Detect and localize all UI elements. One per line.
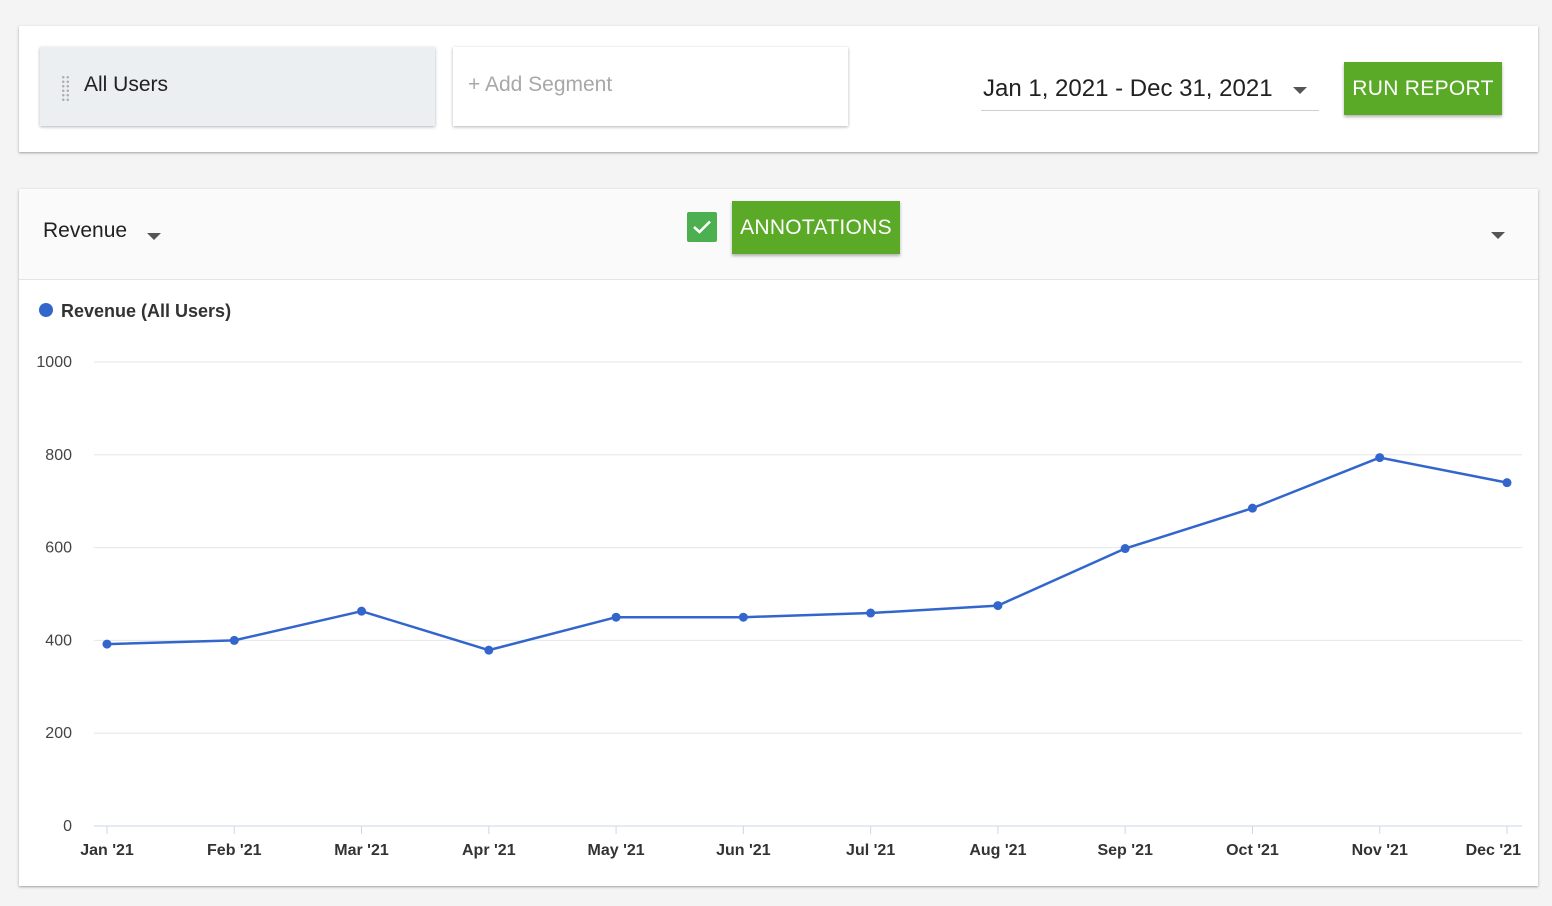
x-tick-label: Apr '21 <box>462 842 516 859</box>
add-segment-button[interactable]: + Add Segment <box>453 47 848 126</box>
data-point <box>1375 453 1385 463</box>
metric-select[interactable]: Revenue <box>43 219 173 251</box>
y-tick-label: 1000 <box>36 354 72 371</box>
drag-handle-icon[interactable] <box>61 75 70 102</box>
run-report-button[interactable]: RUN REPORT <box>1344 62 1502 115</box>
data-point <box>484 645 494 655</box>
y-tick-label: 600 <box>45 540 72 557</box>
annotations-button[interactable]: ANNOTATIONS <box>732 201 900 254</box>
data-point <box>102 639 112 649</box>
data-point <box>738 612 748 622</box>
x-tick-label: Sep '21 <box>1097 842 1152 859</box>
date-range-value: Jan 1, 2021 - Dec 31, 2021 <box>983 75 1273 102</box>
x-tick-label: Aug '21 <box>969 842 1026 859</box>
data-point <box>229 635 239 645</box>
check-icon <box>693 220 711 234</box>
add-segment-label: + Add Segment <box>468 73 613 96</box>
data-point <box>611 612 621 622</box>
x-tick-label: Feb '21 <box>207 842 262 859</box>
y-tick-label: 800 <box>45 447 72 464</box>
x-tick-label: Mar '21 <box>334 842 389 859</box>
legend-label: Revenue (All Users) <box>61 301 231 321</box>
data-point <box>1502 478 1512 488</box>
y-tick-label: 400 <box>45 632 72 649</box>
data-point <box>357 606 367 616</box>
chevron-down-icon <box>147 233 161 240</box>
data-point <box>866 608 876 618</box>
x-tick-label: Jun '21 <box>716 842 771 859</box>
segment-label: All Users <box>84 73 169 96</box>
segment-bar: All Users + Add Segment Jan 1, 2021 - De… <box>19 26 1538 152</box>
x-tick-label: Jul '21 <box>846 842 895 859</box>
revenue-line-chart: 0 200 400 600 800 1000 Jan '21 Feb '21 Mar '21 Ap… <box>36 301 1522 859</box>
chart-header: Revenue ANNOTATIONS <box>19 189 1538 280</box>
segment-all-users[interactable]: All Users <box>40 47 435 126</box>
x-tick-label: Jan '21 <box>80 842 134 859</box>
x-tick-label: May '21 <box>588 842 645 859</box>
chart-card: Revenue ANNOTATIONS 0 200 400 600 800 1000 Jan… <box>19 189 1538 886</box>
chevron-down-icon[interactable] <box>1491 232 1505 239</box>
x-tick-label: Nov '21 <box>1352 842 1408 859</box>
y-tick-label: 200 <box>45 725 72 742</box>
data-point <box>1120 544 1130 554</box>
series-line <box>106 456 1508 652</box>
x-tick-label: Dec '21 <box>1466 842 1522 859</box>
data-point <box>993 601 1003 611</box>
chevron-down-icon <box>1293 87 1307 94</box>
x-tick-label: Oct '21 <box>1226 842 1279 859</box>
y-tick-label: 0 <box>63 818 72 835</box>
data-point <box>1247 503 1257 513</box>
annotations-checkbox[interactable] <box>687 212 717 242</box>
metric-value: Revenue <box>43 219 128 242</box>
legend-marker <box>39 303 53 317</box>
date-range-select[interactable]: Jan 1, 2021 - Dec 31, 2021 <box>981 68 1319 111</box>
